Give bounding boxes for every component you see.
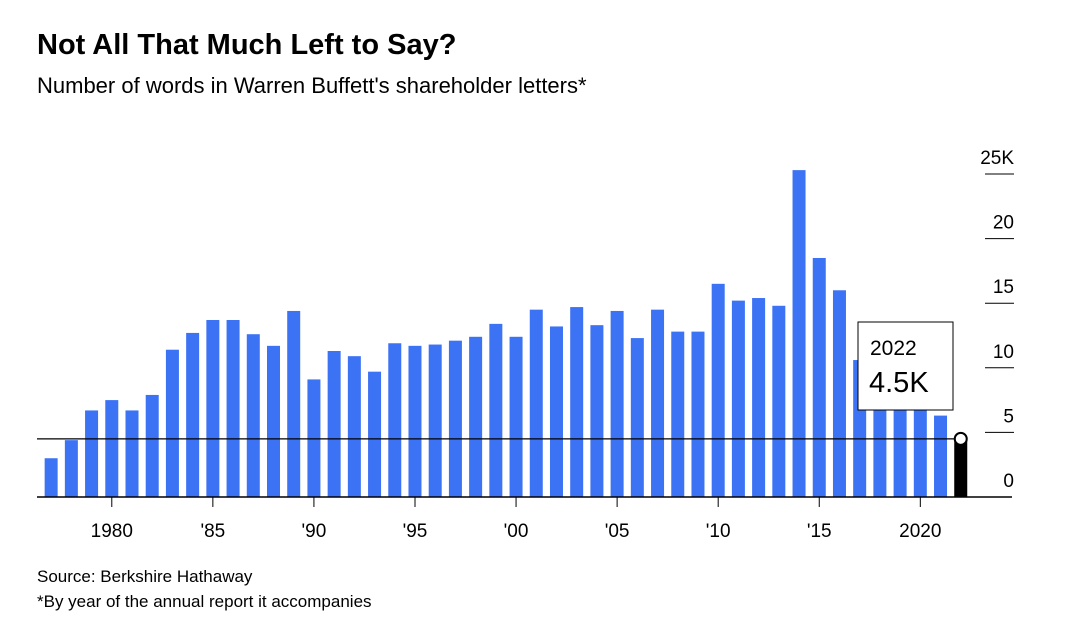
x-tick-label: '05 xyxy=(605,521,630,542)
x-tick-label: '95 xyxy=(403,521,428,542)
y-tick-label: 5 xyxy=(1003,406,1014,427)
x-tick-label: '00 xyxy=(504,521,529,542)
y-tick-label: 0 xyxy=(1003,471,1014,492)
bar xyxy=(934,415,948,497)
x-tick-label: '10 xyxy=(706,521,731,542)
source: Source: Berkshire Hathaway xyxy=(37,567,253,586)
bar xyxy=(509,336,523,497)
chart-subtitle: Number of words in Warren Buffett's shar… xyxy=(37,73,587,98)
annotation-label: 2022 xyxy=(870,337,917,360)
bar xyxy=(368,371,382,497)
bar xyxy=(711,283,725,497)
bar xyxy=(752,298,766,497)
bar xyxy=(206,319,220,497)
y-tick-label: 15 xyxy=(993,277,1014,298)
x-tick-label: 1980 xyxy=(91,521,133,542)
bar xyxy=(44,458,58,497)
bar xyxy=(105,400,119,497)
bar xyxy=(266,345,280,497)
bar xyxy=(792,170,806,497)
bar xyxy=(64,440,78,497)
bar xyxy=(469,336,483,497)
bar xyxy=(772,305,786,497)
bar xyxy=(408,345,422,497)
bar xyxy=(610,310,624,497)
y-tick-label: 25K xyxy=(980,148,1014,169)
footnote: *By year of the annual report it accompa… xyxy=(37,592,372,611)
bar xyxy=(489,323,503,497)
bar xyxy=(448,340,462,497)
bar xyxy=(812,257,826,497)
chart-title: Not All That Much Left to Say? xyxy=(37,29,456,61)
bar xyxy=(954,438,968,497)
bar xyxy=(529,309,543,497)
bar xyxy=(186,332,200,497)
annotation-value: 4.5K xyxy=(869,367,929,399)
bar xyxy=(388,343,402,497)
bar xyxy=(428,344,442,497)
y-tick-label: 20 xyxy=(993,213,1014,234)
bar xyxy=(570,307,584,497)
bar xyxy=(145,394,159,497)
bar xyxy=(125,410,139,497)
y-tick-label: 10 xyxy=(993,342,1014,363)
bar xyxy=(246,334,260,497)
bar xyxy=(832,290,846,497)
bar xyxy=(691,331,705,497)
x-tick-label: '90 xyxy=(302,521,327,542)
bar xyxy=(873,387,887,497)
bar xyxy=(893,388,907,497)
bar xyxy=(287,310,301,497)
bar xyxy=(590,325,604,497)
bar xyxy=(549,326,563,497)
bar xyxy=(85,410,99,497)
bar xyxy=(731,300,745,497)
bar xyxy=(347,356,361,497)
bar xyxy=(165,349,179,497)
bar xyxy=(651,309,665,497)
bar xyxy=(671,331,685,497)
x-tick-label: 2020 xyxy=(899,521,941,542)
x-tick-label: '85 xyxy=(200,521,225,542)
bar xyxy=(327,351,341,497)
bar xyxy=(630,338,644,497)
bar xyxy=(307,379,321,497)
highlight-marker xyxy=(953,431,968,446)
x-tick-label: '15 xyxy=(807,521,832,542)
annotation-box xyxy=(857,321,954,411)
bar xyxy=(913,392,927,497)
bar xyxy=(226,319,240,497)
